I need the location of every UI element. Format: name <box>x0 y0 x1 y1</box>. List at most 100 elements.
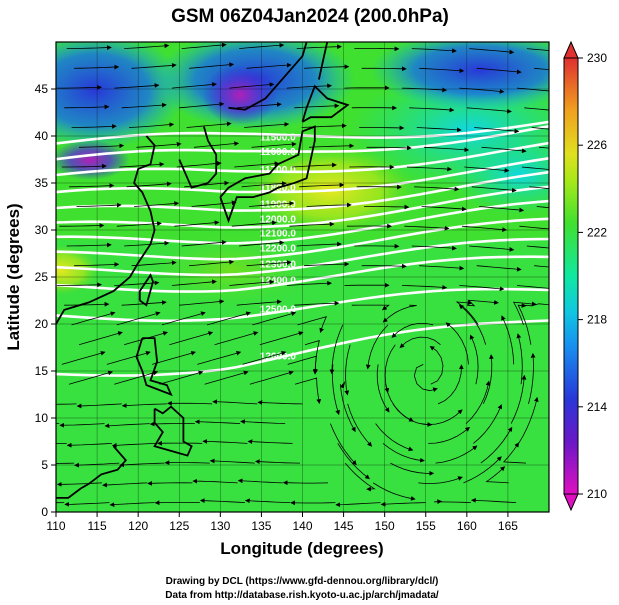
streamline <box>64 104 110 110</box>
coastlines <box>56 42 350 499</box>
contour-label: 12600.0 <box>260 352 297 363</box>
streamline <box>474 127 520 134</box>
streamline <box>134 201 180 207</box>
credit-drawing: Drawing by DCL (https://www.gfd-dennou.o… <box>166 576 439 587</box>
streamline <box>241 181 287 188</box>
streamline <box>56 443 67 444</box>
streamline <box>249 370 294 385</box>
streamline <box>114 83 160 89</box>
streamline <box>416 127 462 133</box>
streamline <box>466 107 512 114</box>
colorbar-max-arrow <box>563 40 579 59</box>
y-tick-label: 10 <box>35 411 49 425</box>
streamline <box>382 304 417 323</box>
x-tick-label: 120 <box>128 519 148 533</box>
streamline <box>289 221 335 227</box>
streamline <box>124 240 170 247</box>
streamline <box>366 145 412 151</box>
streamline <box>234 161 280 168</box>
streamline <box>404 225 450 231</box>
streamline <box>204 370 249 385</box>
streamline <box>109 502 155 507</box>
streamline <box>518 396 539 444</box>
streamline <box>435 445 478 464</box>
colorbar-tick-label: 214 <box>587 400 607 414</box>
streamline <box>246 260 292 267</box>
streamline <box>309 143 355 149</box>
streamline <box>121 403 167 408</box>
streamline <box>365 324 389 370</box>
x-tick-label: 135 <box>251 519 271 533</box>
streamline <box>516 87 549 92</box>
streamline <box>513 301 537 326</box>
streamline <box>64 301 110 307</box>
streamline <box>286 280 332 286</box>
streamline <box>382 443 425 463</box>
streamline <box>214 331 259 346</box>
streamline <box>194 419 241 425</box>
streamline <box>111 442 158 448</box>
y-tick-label: 30 <box>35 223 49 237</box>
streamline <box>304 261 350 267</box>
streamline <box>71 311 116 326</box>
streamline <box>466 299 499 307</box>
streamline <box>330 423 357 466</box>
contour-label: 12000.0 <box>260 215 297 226</box>
streamline <box>64 501 110 507</box>
streamline <box>469 245 515 252</box>
streamline <box>469 334 479 385</box>
streamline <box>181 42 227 49</box>
streamline <box>169 331 214 346</box>
x-tick-label: 150 <box>375 519 395 533</box>
streamline <box>202 439 248 444</box>
streamline <box>179 299 225 306</box>
streamline <box>301 123 347 129</box>
y-tick-label: 0 <box>41 505 48 519</box>
streamline <box>421 206 467 212</box>
streamline <box>516 333 523 385</box>
coastline <box>56 445 127 499</box>
x-tick-label: 145 <box>334 519 354 533</box>
streamline <box>78 331 123 346</box>
streamline <box>236 299 282 306</box>
streamline <box>76 403 122 409</box>
streamline <box>479 206 525 213</box>
streamline <box>136 141 182 148</box>
streamline <box>481 146 527 154</box>
streamline <box>174 220 220 227</box>
streamline <box>473 404 503 444</box>
coastline <box>318 42 329 80</box>
streamline <box>445 322 469 365</box>
streamline <box>347 403 373 447</box>
streamline <box>429 345 444 385</box>
streamline <box>66 242 112 248</box>
x-tick-label: 130 <box>210 519 230 533</box>
x-axis-label: Longitude (degrees) <box>220 539 383 558</box>
streamline <box>114 370 159 385</box>
streamline <box>236 102 282 109</box>
y-tick-label: 40 <box>35 129 49 143</box>
streamline <box>294 103 340 109</box>
streamline <box>524 107 549 111</box>
streamline <box>516 285 549 289</box>
streamline <box>106 350 151 365</box>
streamline <box>510 374 527 424</box>
streamline <box>296 241 342 247</box>
y-tick-label: 25 <box>35 270 49 284</box>
x-tick-label: 110 <box>46 519 65 533</box>
streamline <box>119 161 165 168</box>
colorbar: 210 214 218 222 226 230 <box>563 40 607 512</box>
streamline <box>179 101 225 109</box>
streamline <box>242 350 287 365</box>
streamline <box>102 482 148 488</box>
streamline <box>186 121 232 128</box>
streamline <box>149 421 195 427</box>
streamline <box>147 480 193 486</box>
streamline <box>455 300 479 326</box>
streamline <box>249 200 295 207</box>
streamline <box>521 166 549 170</box>
streamline <box>361 66 407 72</box>
colorbar-tick-label: 222 <box>587 225 607 239</box>
streamline <box>344 344 351 396</box>
streamline <box>351 304 390 311</box>
